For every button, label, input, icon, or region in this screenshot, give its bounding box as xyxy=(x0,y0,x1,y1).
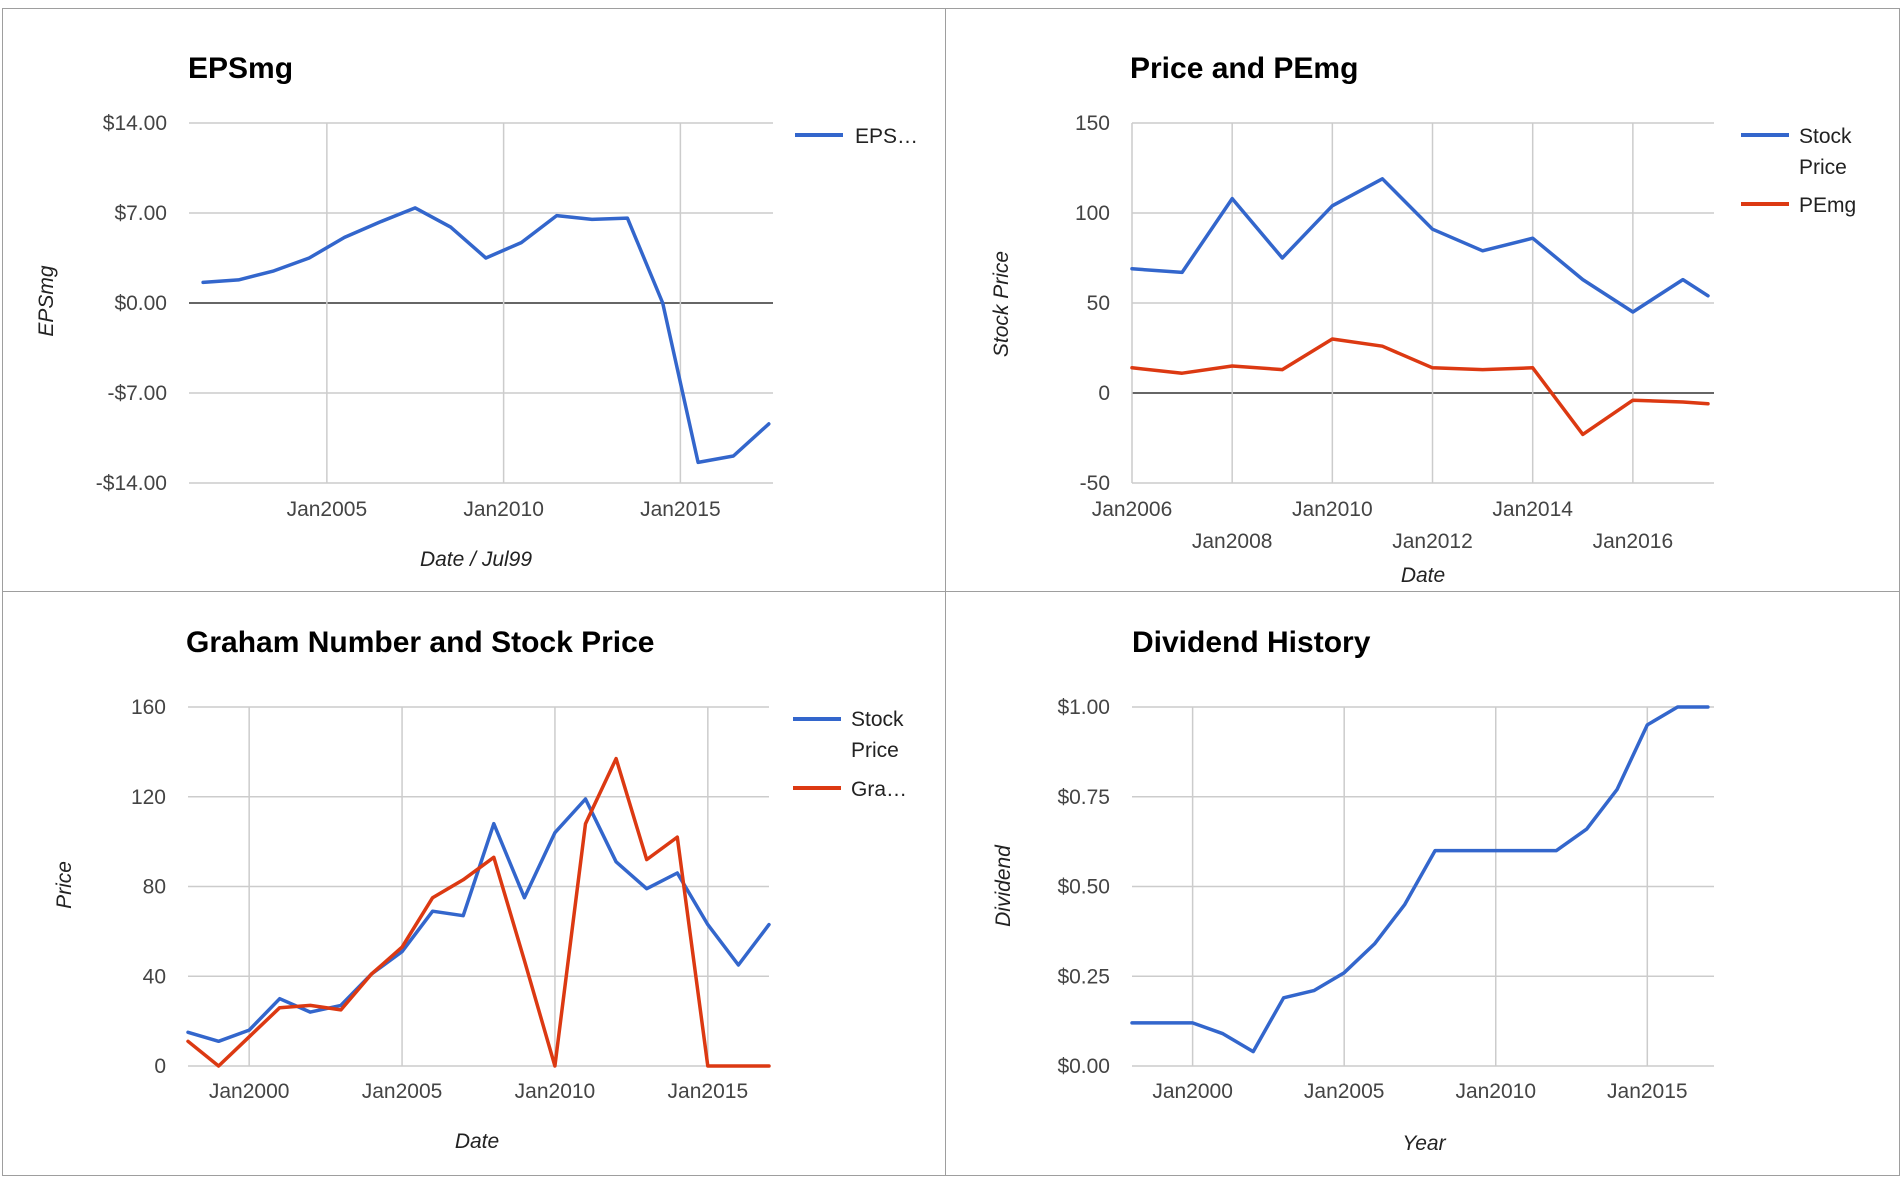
series-line-1 xyxy=(1130,337,1710,437)
x-tick-label: Jan2016 xyxy=(1593,530,1674,553)
x-tick-label: Jan2010 xyxy=(1292,498,1373,521)
y-axis-label: EPSmg xyxy=(35,265,58,337)
series-line-0 xyxy=(1130,705,1710,1054)
legend-label-stock-price: Stock Price xyxy=(1799,125,1857,179)
chart-title: EPSmg xyxy=(188,52,293,85)
y-axis-label: Dividend xyxy=(992,844,1015,927)
series-line-0 xyxy=(1130,177,1710,314)
x-tick-label: Jan2010 xyxy=(515,1080,596,1103)
legend-label-pemg: PEmg xyxy=(1799,194,1856,217)
chart-legend: Stock Price Gra… xyxy=(793,708,909,801)
series-line-0 xyxy=(201,206,771,465)
y-tick-label: $0.00 xyxy=(114,292,167,315)
legend-label-line: Stock xyxy=(1799,125,1852,148)
series-line-0 xyxy=(186,797,771,1044)
series-line-1 xyxy=(186,756,771,1068)
y-tick-label: 0 xyxy=(1098,382,1110,405)
y-tick-label: $0.00 xyxy=(1057,1055,1110,1078)
epsmg-chart: EPSmg EPSmg Date / Jul99 $14.00 $7.00 $0.0… xyxy=(35,52,918,571)
x-axis-label: Date xyxy=(1401,564,1445,587)
y-tick-label: 120 xyxy=(131,786,166,809)
chart-title: Price and PEmg xyxy=(1130,52,1358,85)
x-tick-label: Jan2015 xyxy=(1607,1080,1688,1103)
y-tick-label: $7.00 xyxy=(114,202,167,225)
chart-panel-dividend[interactable]: Dividend History Dividend Year $1.00 $0.7… xyxy=(945,591,1900,1176)
x-tick-label: Jan2015 xyxy=(668,1080,749,1103)
y-tick-label: 50 xyxy=(1087,292,1110,315)
chart-legend: Stock Price PEmg xyxy=(1741,125,1857,217)
y-tick-label: 40 xyxy=(143,965,166,988)
chart-panel-price-pemg[interactable]: Price and PEmg Stock Price Date 150 100 50… xyxy=(945,8,1900,593)
y-tick-label: 0 xyxy=(154,1055,166,1078)
x-tick-label: Jan2005 xyxy=(287,498,368,521)
y-tick-label: $0.50 xyxy=(1057,876,1110,899)
x-tick-label: Jan2006 xyxy=(1092,498,1173,521)
y-tick-label: -$14.00 xyxy=(96,472,167,495)
x-tick-label: Jan2000 xyxy=(209,1080,290,1103)
y-tick-label: -$7.00 xyxy=(107,382,167,405)
x-tick-label: Jan2015 xyxy=(640,498,721,521)
chart-legend: EPS… xyxy=(795,125,918,148)
legend-label-line: Price xyxy=(851,739,899,762)
y-axis-label: Price xyxy=(53,861,76,909)
y-tick-label: -50 xyxy=(1080,472,1110,495)
y-tick-label: 150 xyxy=(1075,112,1110,135)
x-tick-label: Jan2010 xyxy=(463,498,544,521)
y-tick-label: $0.25 xyxy=(1057,965,1110,988)
x-tick-label: Jan2005 xyxy=(362,1080,443,1103)
x-axis-label: Date xyxy=(455,1130,499,1153)
graham-chart: Graham Number and Stock Price Price Date… xyxy=(53,626,909,1153)
x-tick-label: Jan2012 xyxy=(1392,530,1473,553)
chart-title: Graham Number and Stock Price xyxy=(186,626,655,659)
legend-label-eps: EPS… xyxy=(855,125,918,148)
legend-label-line: Price xyxy=(1799,156,1847,179)
y-tick-label: $1.00 xyxy=(1057,696,1110,719)
price-pemg-chart: Price and PEmg Stock Price Date 150 100 50… xyxy=(990,52,1857,587)
y-tick-label: $0.75 xyxy=(1057,786,1110,809)
y-tick-label: 100 xyxy=(1075,202,1110,225)
legend-label-stock-price: Stock Price xyxy=(851,708,909,762)
x-tick-label: Jan2014 xyxy=(1492,498,1573,521)
x-axis-label: Date / Jul99 xyxy=(420,548,532,571)
chart-panel-graham[interactable]: Graham Number and Stock Price Price Date… xyxy=(2,591,947,1176)
chart-title: Dividend History xyxy=(1132,626,1371,659)
x-axis-label: Year xyxy=(1402,1132,1446,1155)
y-tick-label: $14.00 xyxy=(103,112,167,135)
y-axis-label: Stock Price xyxy=(990,251,1013,357)
x-tick-label: Jan2008 xyxy=(1192,530,1273,553)
x-tick-label: Jan2000 xyxy=(1152,1080,1233,1103)
y-tick-label: 80 xyxy=(143,876,166,899)
y-tick-label: 160 xyxy=(131,696,166,719)
legend-label-graham: Gra… xyxy=(851,778,907,801)
legend-label-line: Stock xyxy=(851,708,904,731)
dividend-chart: Dividend History Dividend Year $1.00 $0.7… xyxy=(992,626,1714,1155)
x-tick-label: Jan2010 xyxy=(1455,1080,1536,1103)
chart-panel-epsmg[interactable]: EPSmg EPSmg Date / Jul99 $14.00 $7.00 $0.0… xyxy=(2,8,947,593)
x-tick-label: Jan2005 xyxy=(1304,1080,1385,1103)
